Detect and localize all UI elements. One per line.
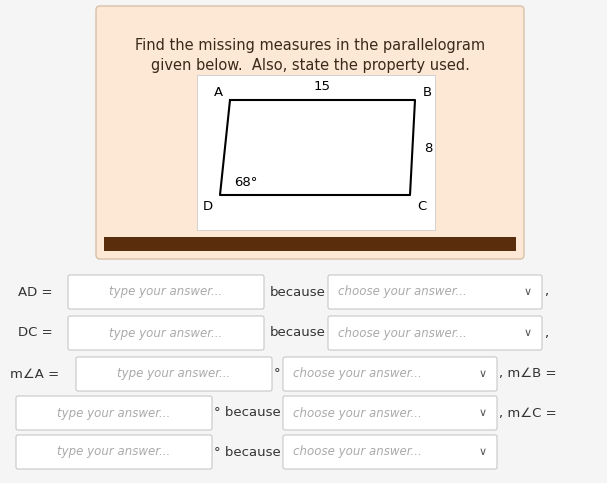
FancyBboxPatch shape — [68, 316, 264, 350]
Text: type your answer...: type your answer... — [109, 327, 223, 340]
Text: choose your answer...: choose your answer... — [293, 407, 422, 420]
FancyBboxPatch shape — [197, 75, 435, 230]
Text: type your answer...: type your answer... — [117, 368, 231, 381]
Text: ,: , — [544, 285, 548, 298]
Text: ∨: ∨ — [524, 287, 532, 297]
FancyBboxPatch shape — [16, 435, 212, 469]
Text: D: D — [203, 200, 213, 213]
Text: , m∠B =: , m∠B = — [499, 368, 557, 381]
FancyBboxPatch shape — [68, 275, 264, 309]
Text: 8: 8 — [424, 142, 432, 155]
Text: 15: 15 — [313, 81, 330, 94]
Text: m∠A =: m∠A = — [10, 368, 59, 381]
Text: ∨: ∨ — [479, 369, 487, 379]
Text: choose your answer...: choose your answer... — [338, 327, 467, 340]
Text: choose your answer...: choose your answer... — [293, 368, 422, 381]
Text: type your answer...: type your answer... — [109, 285, 223, 298]
FancyBboxPatch shape — [328, 275, 542, 309]
Text: ° because: ° because — [214, 407, 281, 420]
Text: type your answer...: type your answer... — [58, 445, 171, 458]
Text: °: ° — [274, 368, 280, 381]
Text: Find the missing measures in the parallelogram: Find the missing measures in the paralle… — [135, 38, 485, 53]
Text: , m∠C =: , m∠C = — [499, 407, 557, 420]
Text: ∨: ∨ — [479, 447, 487, 457]
FancyBboxPatch shape — [104, 237, 516, 251]
Text: C: C — [418, 200, 427, 213]
Text: 68°: 68° — [234, 175, 258, 188]
Text: given below.  Also, state the property used.: given below. Also, state the property us… — [151, 58, 469, 73]
FancyBboxPatch shape — [76, 357, 272, 391]
Text: ∨: ∨ — [479, 408, 487, 418]
FancyBboxPatch shape — [283, 357, 497, 391]
FancyBboxPatch shape — [328, 316, 542, 350]
Text: because: because — [270, 285, 326, 298]
FancyBboxPatch shape — [283, 396, 497, 430]
FancyBboxPatch shape — [283, 435, 497, 469]
Text: AD =: AD = — [18, 285, 52, 298]
Text: ,: , — [544, 327, 548, 340]
Text: ° because: ° because — [214, 445, 281, 458]
Text: choose your answer...: choose your answer... — [293, 445, 422, 458]
Text: DC =: DC = — [18, 327, 53, 340]
Text: A: A — [214, 85, 223, 99]
FancyBboxPatch shape — [16, 396, 212, 430]
FancyBboxPatch shape — [96, 6, 524, 259]
Text: because: because — [270, 327, 326, 340]
Text: B: B — [422, 85, 432, 99]
Text: type your answer...: type your answer... — [58, 407, 171, 420]
Text: ∨: ∨ — [524, 328, 532, 338]
Text: choose your answer...: choose your answer... — [338, 285, 467, 298]
